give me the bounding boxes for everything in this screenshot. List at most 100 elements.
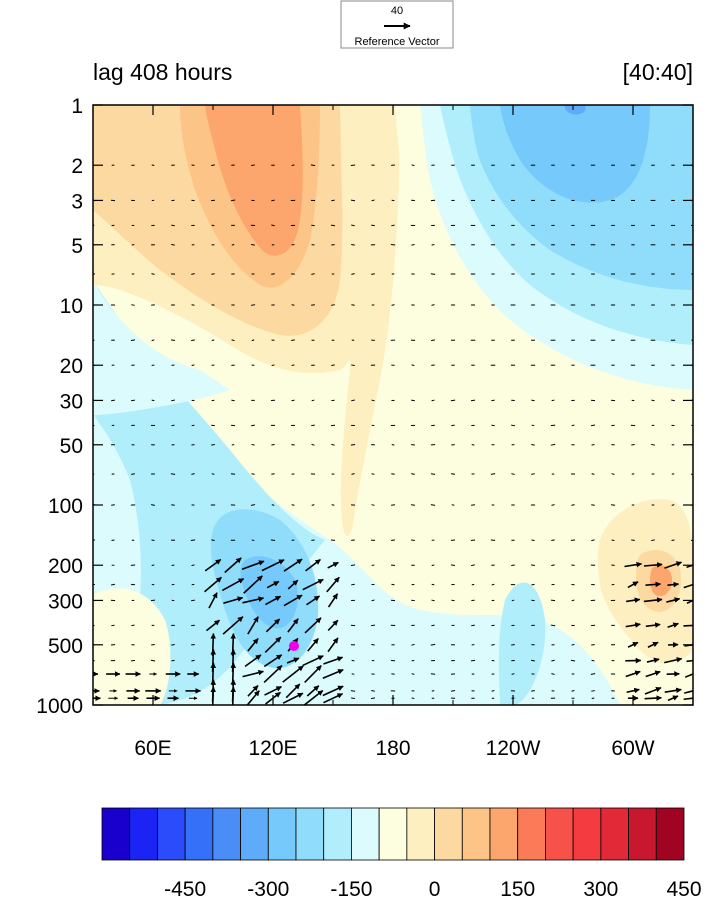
wind-vector bbox=[531, 473, 535, 475]
y-tick-label: 1000 bbox=[36, 695, 83, 718]
wind-vector bbox=[263, 654, 283, 668]
wind-vector bbox=[265, 618, 281, 633]
wind-vector bbox=[323, 693, 344, 704]
wind-vector bbox=[271, 504, 275, 506]
wind-vector bbox=[511, 473, 515, 475]
wind-vector bbox=[271, 444, 275, 446]
wind-vector bbox=[322, 685, 344, 697]
wind-vector bbox=[643, 562, 663, 568]
wind-vector bbox=[331, 199, 335, 202]
wind-vector bbox=[625, 622, 641, 628]
colorbar-swatch bbox=[184, 807, 214, 861]
wind-vector bbox=[251, 424, 255, 427]
wind-vector bbox=[645, 581, 662, 588]
wind-vector bbox=[591, 690, 595, 692]
wind-vector bbox=[310, 164, 316, 167]
wind-vector bbox=[551, 673, 555, 675]
wind-vector bbox=[306, 685, 320, 697]
wind-vector bbox=[431, 583, 435, 586]
wind-vector bbox=[431, 304, 435, 306]
wind-vector bbox=[430, 473, 436, 475]
wind-vector bbox=[224, 557, 242, 574]
wind-vector bbox=[671, 504, 675, 506]
wind-vector bbox=[264, 636, 282, 653]
y-axis: 1 2 3 5 10 20 30 50 100 200 300 500 1000 bbox=[36, 95, 693, 718]
wind-vector bbox=[391, 473, 395, 475]
wind-vector bbox=[304, 665, 322, 684]
wind-vector bbox=[644, 686, 662, 695]
colorbar-label: 450 bbox=[666, 878, 701, 898]
wind-vector bbox=[222, 616, 244, 635]
colorbar-swatch bbox=[517, 807, 546, 861]
wind-vector bbox=[571, 643, 575, 646]
wind-vector bbox=[431, 599, 435, 602]
wind-vector bbox=[211, 164, 215, 167]
wind-vector bbox=[571, 599, 575, 602]
wind-vector bbox=[350, 199, 356, 202]
wind-vector bbox=[210, 686, 217, 705]
wind-vector bbox=[330, 224, 336, 227]
wind-vector bbox=[291, 164, 295, 167]
wind-vector bbox=[351, 224, 355, 227]
wind-vector bbox=[351, 473, 355, 475]
wind-vector bbox=[591, 504, 595, 506]
wind-vector bbox=[327, 561, 339, 569]
wind-vector bbox=[531, 443, 535, 446]
wind-vector bbox=[667, 695, 679, 702]
wind-vector bbox=[350, 443, 356, 446]
wind-vector bbox=[311, 273, 315, 275]
wind-vector bbox=[667, 622, 679, 629]
wind-vector bbox=[651, 539, 655, 542]
wind-vector bbox=[430, 504, 436, 506]
colorbar-label: -150 bbox=[330, 878, 372, 898]
wind-vector bbox=[151, 339, 155, 342]
wind-vector bbox=[391, 224, 395, 227]
wind-vector bbox=[491, 399, 495, 402]
wind-vector bbox=[491, 583, 495, 586]
x-tick-label: 120W bbox=[486, 737, 541, 760]
wind-vector bbox=[351, 243, 355, 246]
wind-vector bbox=[230, 473, 236, 475]
colorbar-label: 150 bbox=[500, 878, 535, 898]
wind-vector bbox=[550, 624, 556, 627]
y-tick-label: 1 bbox=[71, 95, 83, 118]
wind-vector bbox=[683, 697, 693, 701]
wind-vector bbox=[231, 339, 235, 342]
wind-vector bbox=[251, 244, 255, 246]
wind-vector bbox=[291, 339, 295, 342]
wind-vector bbox=[204, 558, 222, 572]
wind-vector bbox=[647, 641, 659, 648]
wind-vector bbox=[327, 619, 339, 632]
wind-vector bbox=[351, 273, 355, 275]
wind-vector bbox=[551, 539, 555, 542]
wind-vector bbox=[411, 164, 415, 167]
y-tick-label: 20 bbox=[60, 355, 83, 378]
colorbar-swatch bbox=[129, 807, 158, 861]
wind-vector bbox=[683, 583, 693, 589]
wind-vector bbox=[645, 670, 661, 678]
wind-vector bbox=[247, 616, 259, 635]
wind-vector bbox=[667, 581, 680, 588]
wind-vector bbox=[651, 399, 655, 402]
wind-vector bbox=[351, 673, 355, 675]
wind-vector bbox=[644, 695, 662, 701]
y-tick-label: 3 bbox=[71, 190, 83, 213]
colorbar-label: -300 bbox=[247, 878, 289, 898]
wind-vector bbox=[571, 424, 575, 427]
wind-vector bbox=[411, 243, 415, 246]
wind-vector bbox=[551, 399, 555, 402]
wind-vector bbox=[306, 595, 320, 606]
magenta-marker bbox=[289, 641, 299, 651]
wind-vector bbox=[191, 473, 195, 475]
wind-vector bbox=[191, 564, 195, 567]
colorbar-swatch bbox=[212, 807, 241, 861]
wind-vector bbox=[625, 670, 641, 678]
wind-vector bbox=[686, 659, 693, 663]
wind-vector bbox=[287, 618, 299, 633]
wind-vector bbox=[371, 199, 375, 202]
wind-vector bbox=[531, 564, 535, 567]
wind-vector bbox=[305, 558, 321, 572]
wind-vector bbox=[327, 593, 339, 608]
wind-vector bbox=[151, 504, 155, 506]
wind-vector bbox=[664, 561, 683, 569]
